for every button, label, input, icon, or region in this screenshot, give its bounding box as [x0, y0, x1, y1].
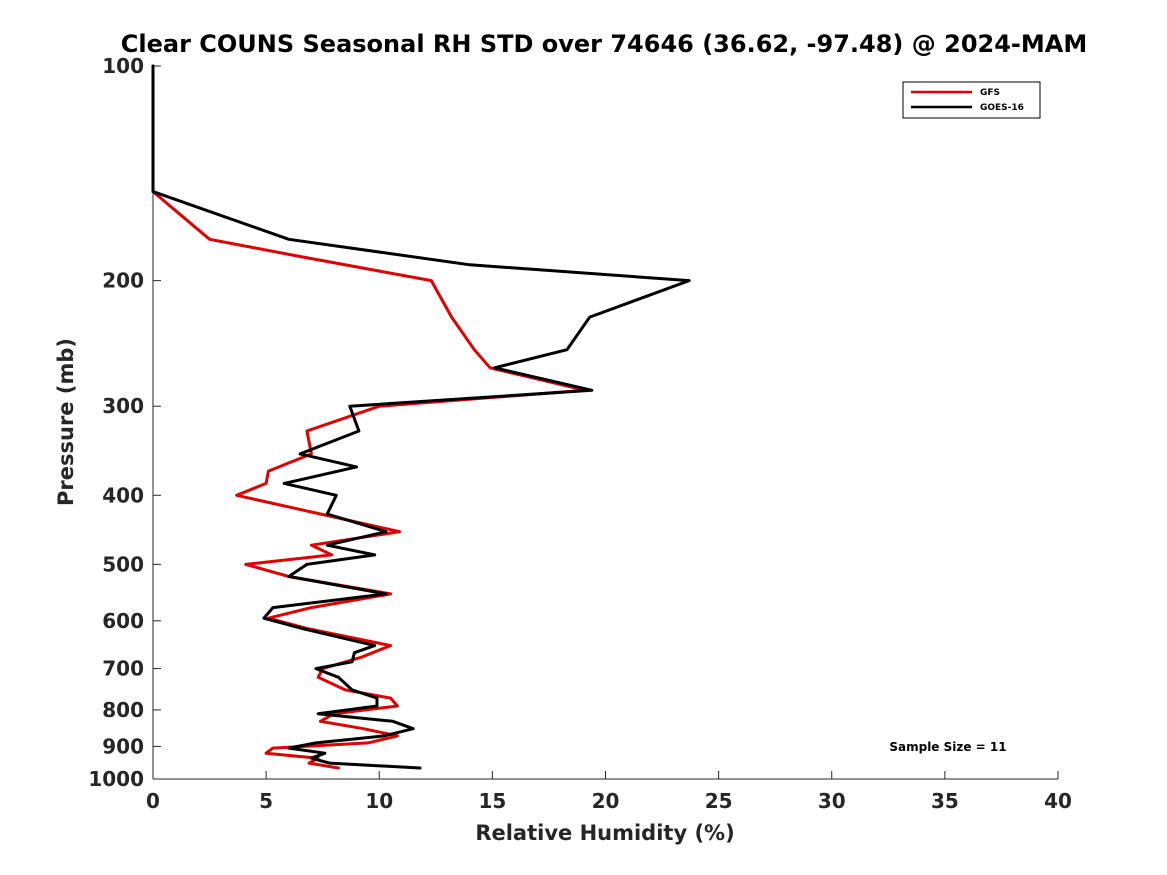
y-tick-label: 400 [102, 483, 144, 507]
series-line-goes16 [151, 64, 691, 770]
series-layer [151, 64, 691, 770]
x-ticks: 0 5 10 15 20 25 30 35 40 [146, 771, 1072, 813]
plot-background [153, 66, 1058, 779]
x-tick-label: 35 [931, 789, 959, 813]
legend-box [902, 81, 1041, 119]
x-tick-label: 5 [259, 789, 273, 813]
y-axis-label: Pressure (mb) [54, 338, 78, 506]
y-tick-label: 100 [102, 54, 144, 78]
y-tick-label: 900 [102, 734, 144, 758]
legend: GFS GOES-16 [902, 81, 1041, 119]
y-tick-label: 200 [102, 269, 144, 293]
plot-area [152, 66, 1058, 780]
x-tick-label: 0 [146, 789, 160, 813]
x-tick-label: 40 [1044, 789, 1072, 813]
y-tick-label: 700 [102, 657, 144, 681]
x-axis-label: Relative Humidity (%) [475, 821, 734, 845]
x-tick-label: 25 [705, 789, 733, 813]
x-tick-label: 10 [365, 789, 393, 813]
y-tick-label: 500 [102, 552, 144, 576]
x-tick-label: 30 [818, 789, 846, 813]
y-tick-label: 800 [102, 698, 144, 722]
y-tick-label: 600 [102, 609, 144, 633]
x-tick-label: 20 [592, 789, 620, 813]
sample-size-annotation: Sample Size = 11 [889, 740, 1006, 754]
x-tick-label: 15 [478, 789, 506, 813]
legend-gfs-label: GFS [980, 88, 1000, 98]
chart-title: Clear COUNS Seasonal RH STD over 74646 (… [121, 30, 1087, 58]
legend-goes16-label: GOES-16 [980, 103, 1024, 113]
y-tick-label: 1000 [88, 767, 144, 791]
y-ticks: 100 200 300 400 500 600 700 800 900 1000 [88, 54, 161, 791]
y-tick-label: 300 [102, 394, 144, 418]
